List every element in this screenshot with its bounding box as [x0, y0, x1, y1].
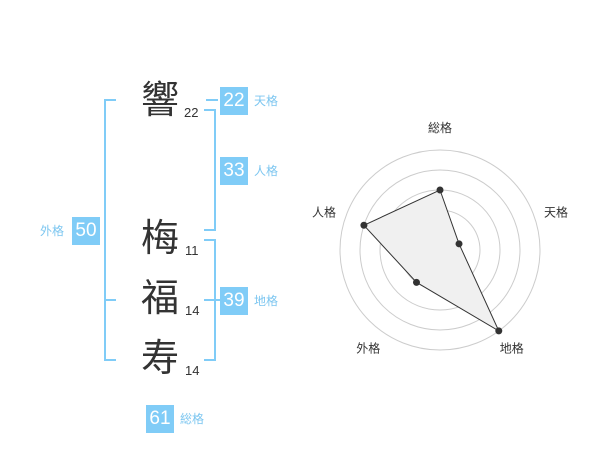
radar-point: [412, 278, 420, 286]
stroke-count-2: 11: [185, 243, 199, 258]
jinkaku-value: 33: [220, 157, 248, 185]
tenkaku-connector: [206, 99, 218, 101]
jinkaku-label: 人格: [254, 164, 279, 178]
radar-axis-label: 地格: [500, 341, 524, 356]
tenkaku-value: 22: [220, 87, 248, 115]
radar-area: [363, 189, 500, 333]
bracket-tick: [204, 239, 216, 241]
radar-point: [436, 186, 444, 194]
soukaku-label: 総格: [180, 412, 205, 426]
radar-point: [360, 221, 368, 229]
radar-point: [455, 240, 463, 248]
bracket-tick: [204, 359, 216, 361]
bracket-tick: [204, 109, 216, 111]
stroke-count-1: 22: [184, 105, 199, 120]
stroke-count-4: 14: [185, 363, 200, 378]
stroke-count-3: 14: [185, 303, 200, 318]
bracket-tick: [104, 359, 116, 361]
gaikaku-label: 外格: [40, 224, 65, 238]
radar-axis-label: 総格: [428, 120, 452, 135]
bracket-tick: [204, 299, 220, 301]
name-char-2: 梅: [141, 216, 180, 260]
radar-point: [495, 327, 503, 335]
radar-axis-label: 人格: [312, 204, 336, 219]
name-char-1: 響: [141, 78, 180, 122]
bracket-tick: [204, 229, 216, 231]
chikaku-label: 地格: [254, 294, 279, 308]
radar-axis-label: 外格: [356, 341, 380, 356]
bracket-tick: [104, 299, 116, 301]
name-char-4: 寿: [141, 336, 180, 380]
jinkaku-bracket: [214, 109, 216, 231]
name-char-3: 福: [141, 276, 180, 320]
gaikaku-value: 50: [72, 217, 100, 245]
bracket-tick: [104, 99, 116, 101]
tenkaku-label: 天格: [254, 94, 279, 108]
radar-ring: [359, 169, 521, 331]
gaikaku-bracket: [104, 99, 106, 361]
chikaku-value: 39: [220, 287, 248, 315]
radar-ring: [339, 149, 541, 351]
radar-axis-label: 天格: [544, 204, 568, 219]
soukaku-value: 61: [146, 405, 174, 433]
